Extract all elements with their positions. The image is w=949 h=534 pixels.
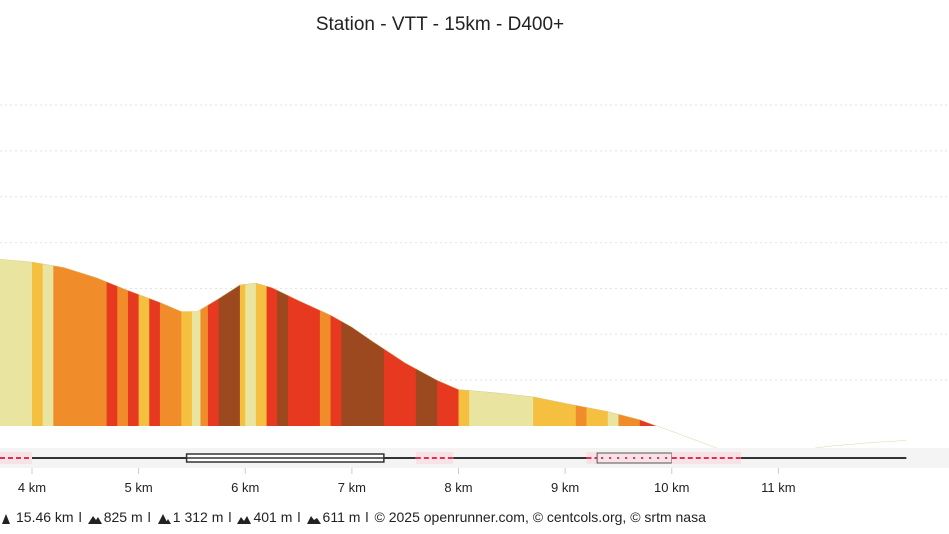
grid-lines bbox=[0, 104, 949, 381]
separator: l bbox=[297, 509, 301, 525]
elevation-loss-value: 611 m bbox=[322, 509, 361, 525]
slope-band bbox=[200, 259, 209, 426]
slope-band bbox=[218, 259, 241, 426]
distance-value: 15.46 km bbox=[16, 509, 74, 525]
slope-band bbox=[618, 259, 641, 426]
slope-band bbox=[789, 259, 907, 426]
slope-band bbox=[181, 259, 193, 426]
slope-band bbox=[127, 259, 140, 426]
slope-band bbox=[607, 259, 620, 426]
separator: l bbox=[228, 509, 232, 525]
slope-band bbox=[757, 259, 790, 426]
separator: l bbox=[365, 509, 369, 525]
distance-icon bbox=[0, 511, 14, 524]
slope-band bbox=[703, 259, 716, 426]
slope-band bbox=[458, 259, 470, 426]
chart-title: Station - VTT - 15km - D400+ bbox=[315, 14, 565, 35]
slope-band bbox=[149, 259, 161, 426]
slope-band bbox=[0, 259, 33, 426]
slope-band bbox=[159, 259, 182, 426]
slope-band bbox=[31, 259, 44, 426]
slope-band bbox=[42, 259, 54, 426]
track-segment-band bbox=[586, 452, 598, 464]
slope-band bbox=[266, 259, 278, 426]
slope-band bbox=[207, 259, 220, 426]
x-tick-label: 7 km bbox=[338, 480, 366, 495]
x-tick-label: 6 km bbox=[231, 480, 259, 495]
x-tick-label: 8 km bbox=[444, 480, 472, 495]
x-tick-label: 5 km bbox=[125, 480, 153, 495]
slope-band bbox=[319, 259, 332, 426]
slope-band bbox=[586, 259, 609, 426]
elevation-gain-value: 825 m bbox=[103, 509, 143, 525]
slope-band bbox=[639, 259, 684, 426]
route-summary-footer: 15.46 km l 825 m l 1 312 m l 401 m l 611… bbox=[0, 507, 706, 527]
slope-band bbox=[106, 259, 118, 426]
x-tick-label: 11 km bbox=[761, 480, 795, 495]
x-tick-label: 4 km bbox=[18, 480, 46, 495]
slope-band bbox=[117, 259, 129, 426]
x-axis-ticks: 4 km 5 km 6 km 7 km 8 km 9 km 10 km 11 km bbox=[18, 468, 796, 495]
surface-track bbox=[0, 448, 949, 468]
slope-band bbox=[725, 259, 737, 426]
elevation-gain-icon bbox=[87, 511, 102, 524]
slope-band bbox=[437, 259, 460, 426]
slope-band bbox=[575, 259, 588, 426]
slope-band bbox=[277, 259, 289, 426]
min-altitude-icon bbox=[237, 511, 252, 524]
slope-band bbox=[330, 259, 342, 426]
slope-band bbox=[383, 259, 417, 426]
slope-band bbox=[287, 259, 321, 426]
x-tick-label: 10 km bbox=[654, 480, 689, 495]
slope-band bbox=[53, 259, 108, 426]
separator: l bbox=[78, 509, 82, 525]
slope-band bbox=[469, 259, 534, 426]
slope-band bbox=[138, 259, 150, 426]
slope-bands bbox=[0, 259, 907, 458]
credits-text: © 2025 openrunner.com, © centcols.org, ©… bbox=[374, 509, 706, 525]
slope-band bbox=[415, 259, 438, 426]
slope-band bbox=[255, 259, 268, 426]
slope-band bbox=[239, 259, 246, 426]
slope-band bbox=[735, 259, 758, 426]
max-altitude-value: 1 312 m bbox=[172, 509, 224, 525]
slope-band bbox=[191, 259, 202, 426]
slope-band bbox=[533, 259, 577, 426]
elevation-loss-icon bbox=[306, 511, 321, 524]
track-segment-band bbox=[0, 452, 32, 464]
x-tick-label: 9 km bbox=[551, 480, 579, 495]
max-altitude-icon bbox=[157, 511, 171, 524]
elevation-profile-chart: 4 km 5 km 6 km 7 km 8 km 9 km 10 km 11 km bbox=[0, 104, 949, 495]
slope-band bbox=[714, 259, 726, 426]
slope-band bbox=[341, 259, 385, 426]
slope-band bbox=[682, 259, 705, 426]
min-altitude-value: 401 m bbox=[253, 509, 293, 525]
separator: l bbox=[147, 509, 151, 525]
slope-band bbox=[245, 259, 257, 426]
